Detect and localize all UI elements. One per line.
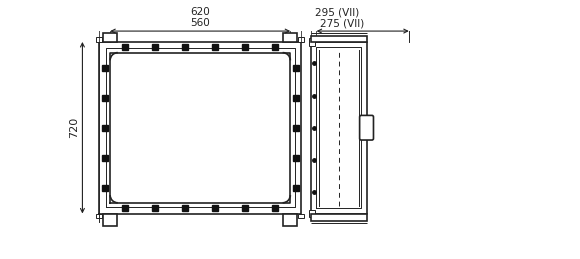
Text: 295 (VII): 295 (VII) <box>315 7 359 17</box>
Bar <box>309 38 315 46</box>
Bar <box>309 210 315 217</box>
Bar <box>103 33 117 42</box>
Bar <box>311 214 367 221</box>
Bar <box>284 33 297 42</box>
Bar <box>298 214 304 218</box>
Bar <box>311 36 367 42</box>
Bar <box>103 214 117 226</box>
Bar <box>96 37 103 42</box>
FancyBboxPatch shape <box>360 116 374 140</box>
Text: 560: 560 <box>190 18 210 28</box>
Text: 275 (VII): 275 (VII) <box>320 18 365 28</box>
Text: 720: 720 <box>70 117 79 138</box>
Bar <box>284 214 297 226</box>
Bar <box>96 214 103 218</box>
Bar <box>298 37 304 42</box>
Text: 620: 620 <box>190 7 210 17</box>
